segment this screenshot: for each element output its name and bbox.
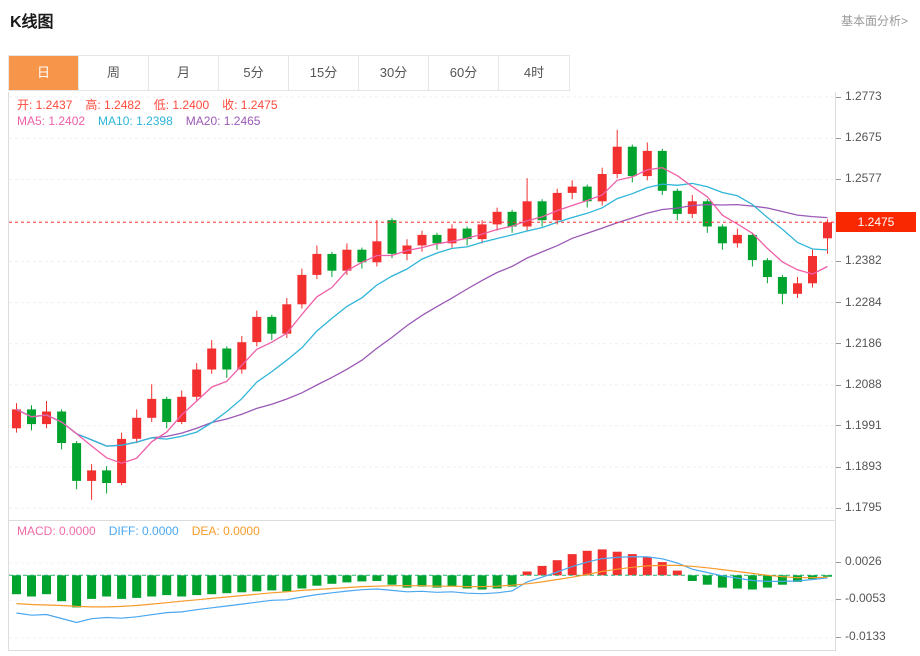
timeframe-tab-6[interactable]: 60分: [429, 56, 499, 90]
macd-axis: 0.0026 -0.0053 -0.0133: [836, 546, 920, 646]
ma-legend: MA5: 1.2402 MA10: 1.2398 MA20: 1.2465: [17, 114, 260, 128]
macd-axis-tick: [836, 598, 841, 600]
candlestick-canvas[interactable]: [9, 92, 835, 520]
price-axis-tick: [836, 260, 841, 262]
macd-item-0: MACD: 0.0000: [17, 524, 96, 538]
timeframe-tab-0[interactable]: 日: [9, 56, 79, 90]
ma-item-1: MA10: 1.2398: [98, 114, 173, 128]
fundamental-analysis-link[interactable]: 基本面分析>: [840, 14, 908, 28]
macd-canvas[interactable]: [9, 547, 835, 647]
price-axis-tick: [836, 343, 841, 345]
price-axis-label-3: 1.2382: [845, 253, 882, 268]
ohlc-item-2: 低: 1.2400: [153, 98, 210, 112]
macd-item-1: DIFF: 0.0000: [108, 524, 179, 538]
timeframe-tabbar: 日周月 5分 15分 30分 60分 4时: [8, 55, 570, 91]
price-axis-label-8: 1.1893: [845, 459, 882, 474]
price-axis-tick: [836, 507, 841, 509]
macd-axis-tick: [836, 561, 841, 563]
ma-item-0: MA5: 1.2402: [17, 114, 86, 128]
macd-legend: MACD: 0.0000 DIFF: 0.0000 DEA: 0.0000: [17, 524, 260, 538]
ohlc-item-1: 高: 1.2482: [85, 98, 141, 112]
candlestick-chart-area[interactable]: 开: 1.2437 高: 1.2482 低: 1.2400 收: 1.2475 MA5…: [8, 92, 836, 520]
macd-axis-label-2: -0.0133: [845, 629, 886, 644]
macd-item-2: DEA: 0.0000: [191, 524, 260, 538]
ohlc-legend: 开: 1.2437 高: 1.2482 低: 1.2400 收: 1.2475: [17, 96, 278, 113]
price-axis-tick: [836, 302, 841, 304]
price-axis-label-7: 1.1991: [845, 417, 882, 432]
timeframe-tab-3[interactable]: 5分: [219, 56, 289, 90]
price-axis-tick: [836, 96, 841, 98]
price-axis-label-1: 1.2675: [845, 130, 882, 145]
price-axis-label-6: 1.2088: [845, 377, 882, 392]
price-axis-tick: [836, 466, 841, 468]
price-axis-label-4: 1.2284: [845, 294, 882, 309]
timeframe-tab-2[interactable]: 月: [149, 56, 219, 90]
price-axis: 1.2773 1.2675 1.2577 1.2382 1.2284 1.2186 1.20…: [836, 89, 920, 520]
macd-axis-tick: [836, 636, 841, 638]
page-title: K线图: [10, 14, 54, 31]
price-axis-label-0: 1.2773: [845, 89, 882, 104]
timeframe-tab-1[interactable]: 周: [79, 56, 149, 90]
price-axis-label-9: 1.1795: [845, 500, 882, 515]
price-axis-label-2: 1.2577: [845, 171, 882, 186]
macd-axis-label-1: -0.0053: [845, 591, 886, 606]
ohlc-item-3: 收: 1.2475: [222, 98, 278, 112]
timeframe-tab-7[interactable]: 4时: [499, 56, 569, 90]
price-axis-tick: [836, 425, 841, 427]
price-axis-tick: [836, 384, 841, 386]
ma-item-2: MA20: 1.2465: [185, 114, 261, 128]
macd-axis-label-0: 0.0026: [845, 554, 882, 569]
price-axis-tick: [836, 178, 841, 180]
price-axis-tick: [836, 137, 841, 139]
price-axis-label-5: 1.2186: [845, 335, 882, 350]
timeframe-tab-5[interactable]: 30分: [359, 56, 429, 90]
macd-panel[interactable]: MACD: 0.0000 DIFF: 0.0000 DEA: 0.0000: [8, 520, 836, 651]
timeframe-tab-4[interactable]: 15分: [289, 56, 359, 90]
current-price-badge: 1.2475: [836, 212, 916, 233]
ohlc-item-0: 开: 1.2437: [17, 98, 73, 112]
